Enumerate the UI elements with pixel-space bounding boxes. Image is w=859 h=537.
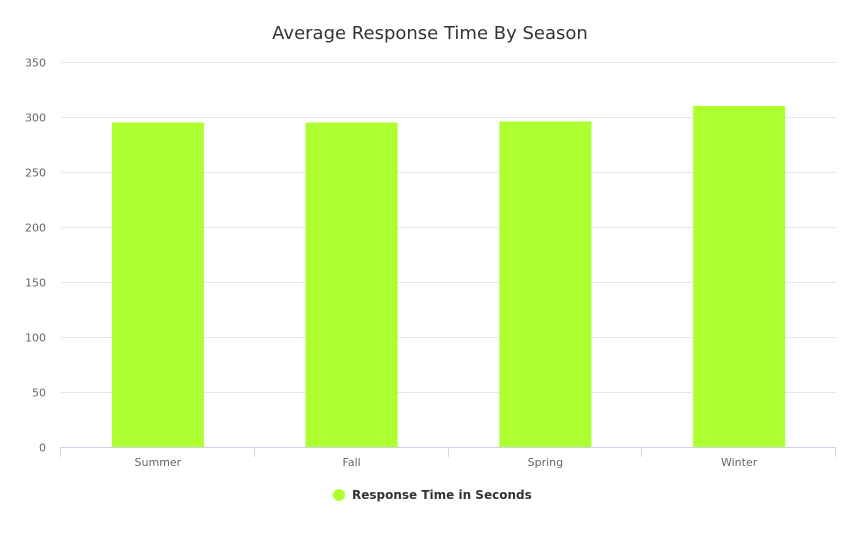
y-tick-label: 0 — [39, 442, 46, 455]
bar-series — [111, 106, 786, 448]
chart-title: Average Response Time By Season — [272, 23, 588, 44]
legend-marker — [333, 489, 345, 501]
y-tick-label: 200 — [25, 222, 46, 235]
x-tick-label: Spring — [528, 456, 564, 469]
y-tick-label: 250 — [25, 167, 46, 180]
y-tick-label: 300 — [25, 112, 46, 125]
bar-fall[interactable] — [305, 122, 398, 448]
bar-spring[interactable] — [499, 121, 592, 448]
y-tick-label: 100 — [25, 332, 46, 345]
y-tick-label: 350 — [25, 57, 46, 70]
bar-summer[interactable] — [111, 122, 204, 448]
x-tick-label: Summer — [135, 456, 182, 469]
bar-winter[interactable] — [693, 106, 786, 447]
x-tick-label: Winter — [721, 456, 758, 469]
y-axis: 0 50 100 150 200 250 300 350 — [25, 57, 46, 455]
legend[interactable]: Response Time in Seconds — [333, 488, 532, 502]
y-tick-label: 50 — [32, 387, 46, 400]
y-tick-label: 150 — [25, 277, 46, 290]
x-tick-label: Fall — [343, 456, 361, 469]
legend-label[interactable]: Response Time in Seconds — [352, 488, 532, 502]
x-axis: Summer Fall Spring Winter — [60, 447, 836, 469]
